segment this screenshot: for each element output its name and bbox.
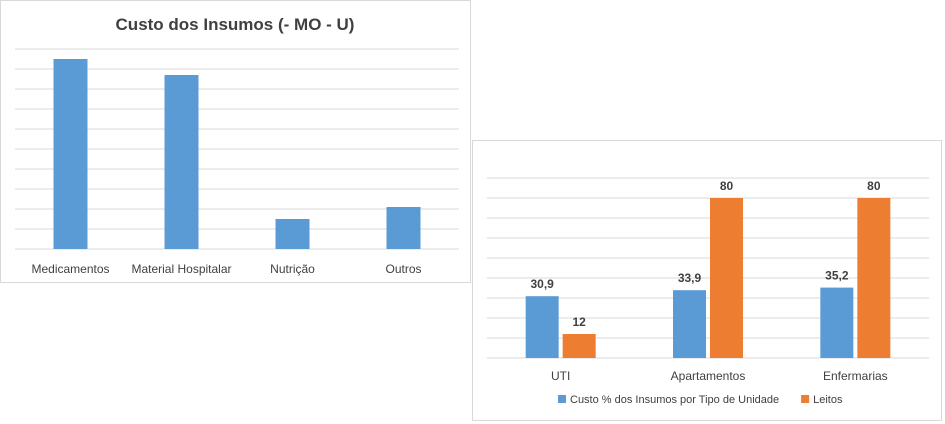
category-label: Outros [385, 262, 421, 276]
bar [164, 75, 199, 249]
chart-insumos-por-unidade: 30,9 12 33,9 80 35,2 80 UTI Apartamentos Enferm… [472, 140, 942, 421]
legend-label: Leitos [813, 394, 843, 406]
bar [386, 207, 421, 249]
legend: Custo % dos Insumos por Tipo de Unidade L… [558, 394, 843, 406]
category-label: Nutrição [270, 262, 315, 276]
data-label: 33,9 [678, 271, 702, 285]
bars [525, 198, 891, 358]
category-label: Enfermarias [823, 369, 888, 383]
bar [562, 334, 596, 358]
category-label: Medicamentos [31, 262, 109, 276]
data-label: 80 [720, 179, 734, 193]
category-label: Apartamentos [671, 369, 746, 383]
legend-swatch [801, 395, 810, 403]
chart-insumos-por-unidade-svg: 30,9 12 33,9 80 35,2 80 UTI Apartamentos Enferm… [487, 177, 929, 406]
category-label: UTI [551, 369, 570, 383]
category-labels: UTI Apartamentos Enfermarias [551, 369, 888, 383]
bars [53, 59, 421, 249]
bar [710, 198, 743, 358]
data-labels: 30,9 12 33,9 80 35,2 80 [530, 179, 880, 329]
chart-title: Custo dos Insumos (- MO - U) [116, 15, 355, 34]
gridlines [15, 48, 459, 250]
data-label: 35,2 [825, 269, 849, 283]
bar [820, 287, 854, 358]
bar [857, 198, 891, 358]
category-label: Material Hospitalar [131, 262, 231, 276]
legend-label: Custo % dos Insumos por Tipo de Unidade [570, 394, 779, 406]
data-label: 30,9 [530, 277, 554, 291]
bar [525, 296, 559, 358]
data-label: 80 [867, 179, 881, 193]
data-label: 12 [572, 315, 586, 329]
legend-swatch [558, 395, 566, 403]
bar [673, 290, 706, 358]
category-labels: Medicamentos Material Hospitalar Nutrição O… [31, 262, 421, 276]
bar [53, 59, 88, 249]
gridlines [487, 177, 929, 359]
bar [275, 219, 310, 249]
chart-custo-insumos-svg: Custo dos Insumos (- MO - U) Medicamento… [15, 15, 459, 276]
chart-custo-insumos: Custo dos Insumos (- MO - U) Medicamento… [0, 0, 471, 283]
